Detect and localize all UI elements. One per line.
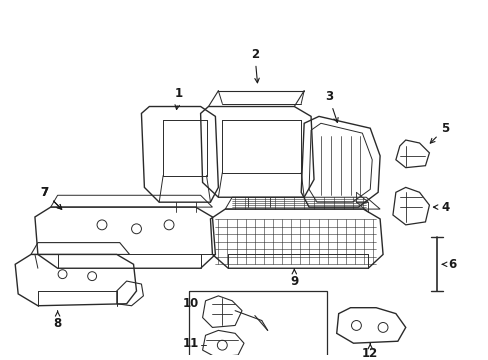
Text: 7: 7 <box>41 186 61 209</box>
Text: 3: 3 <box>324 90 337 122</box>
Text: 10: 10 <box>182 297 198 310</box>
Text: 8: 8 <box>53 311 61 330</box>
Text: 1: 1 <box>175 87 183 109</box>
Text: 6: 6 <box>441 258 455 271</box>
Text: 2: 2 <box>250 48 259 83</box>
Bar <box>188 291 326 360</box>
Text: 5: 5 <box>429 122 448 143</box>
Text: 12: 12 <box>362 344 378 360</box>
Text: 9: 9 <box>289 269 298 288</box>
Text: 4: 4 <box>432 201 448 213</box>
Text: 11: 11 <box>182 337 198 350</box>
Text: 7: 7 <box>41 186 61 209</box>
